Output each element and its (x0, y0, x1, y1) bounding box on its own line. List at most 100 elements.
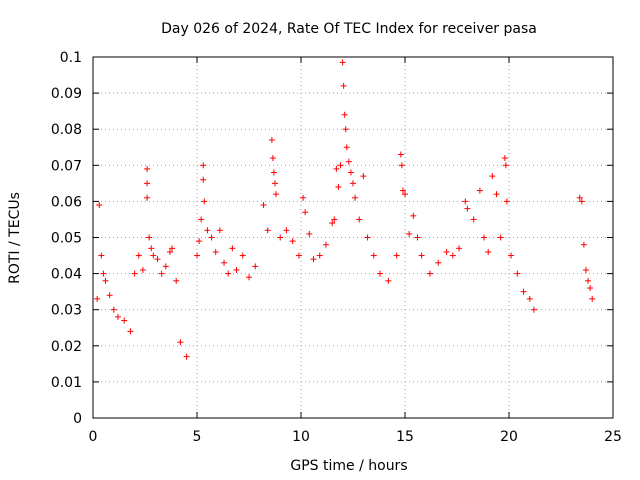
data-point (144, 180, 151, 187)
data-point (502, 162, 509, 169)
data-point (316, 252, 323, 259)
data-point (283, 227, 290, 234)
data-point (146, 234, 153, 241)
y-tick-label: 0 (73, 411, 82, 427)
data-point (481, 234, 488, 241)
data-point (225, 270, 232, 277)
data-point (497, 234, 504, 241)
data-point (272, 180, 278, 187)
grid-lines (93, 57, 613, 418)
data-points (94, 59, 596, 360)
data-point (173, 277, 180, 284)
data-point (589, 295, 596, 302)
data-point (462, 198, 469, 205)
y-tick-label: 0.1 (60, 50, 82, 66)
data-point (489, 173, 496, 180)
data-point (169, 245, 176, 252)
data-point (310, 256, 317, 263)
data-point (485, 248, 492, 255)
data-point (337, 162, 344, 169)
axis-ticks: 0 5 10 15 20 25 0 0.01 0.02 0.03 0.04 0.05 0.06 0.07 0… (51, 50, 622, 445)
chart-title: Day 026 of 2024, Rate Of TEC Index for r… (161, 21, 537, 37)
data-point (277, 234, 284, 241)
data-point (343, 144, 350, 151)
data-point (414, 234, 421, 241)
data-point (585, 277, 592, 284)
y-tick-label: 0.04 (51, 267, 82, 283)
data-point (300, 194, 307, 201)
data-point (148, 245, 155, 252)
data-point (150, 252, 157, 259)
data-point (208, 234, 215, 241)
data-point (110, 306, 117, 313)
data-point (121, 317, 128, 324)
data-point (340, 82, 347, 89)
data-point (456, 245, 463, 252)
data-point (335, 183, 342, 190)
data-point (514, 270, 521, 277)
data-point (98, 252, 105, 259)
data-point (102, 277, 109, 284)
data-point (476, 187, 483, 194)
data-point (268, 137, 275, 144)
y-tick-label: 0.01 (51, 375, 82, 391)
data-point (339, 59, 346, 66)
x-tick-label: 0 (89, 429, 98, 445)
x-tick-label: 5 (193, 429, 202, 445)
data-point (470, 216, 477, 223)
data-point (501, 155, 508, 162)
data-point (198, 216, 205, 223)
data-point (229, 245, 236, 252)
data-point (289, 238, 296, 245)
data-point (306, 230, 313, 237)
data-point (399, 187, 406, 194)
data-point (131, 270, 138, 277)
data-point (114, 313, 121, 320)
data-point (418, 252, 425, 259)
data-point (402, 191, 408, 198)
data-point (356, 216, 363, 223)
data-point (578, 198, 585, 205)
data-point (377, 270, 384, 277)
x-tick-label: 10 (292, 429, 310, 445)
y-axis-label: ROTI / TECUs (7, 192, 23, 284)
data-point (144, 194, 151, 201)
data-point (426, 270, 433, 277)
data-point (333, 165, 340, 172)
data-point (196, 238, 203, 245)
data-point (350, 180, 356, 187)
data-point (158, 270, 165, 277)
data-point (385, 277, 392, 284)
data-point (252, 263, 259, 270)
x-tick-label: 25 (604, 429, 622, 445)
data-point (233, 266, 240, 273)
data-point (364, 234, 371, 241)
data-point (503, 198, 510, 205)
data-point (526, 295, 533, 302)
data-point (201, 198, 208, 205)
y-tick-label: 0.06 (51, 194, 82, 210)
data-point (270, 169, 277, 176)
data-point (96, 202, 103, 209)
x-tick-label: 20 (500, 429, 518, 445)
data-point (449, 252, 456, 259)
data-point (212, 248, 219, 255)
data-point (221, 259, 228, 266)
data-point (260, 202, 267, 209)
data-point (342, 126, 349, 133)
data-point (216, 227, 223, 234)
data-point (341, 111, 348, 118)
data-point (264, 227, 271, 234)
data-point (352, 194, 359, 201)
y-tick-label: 0.02 (51, 339, 82, 355)
data-point (393, 252, 400, 259)
data-point (493, 191, 500, 198)
data-point (464, 205, 471, 212)
data-point (177, 339, 184, 346)
data-point (443, 248, 450, 255)
data-point (331, 216, 338, 223)
data-point (397, 151, 404, 158)
data-point (106, 292, 113, 299)
